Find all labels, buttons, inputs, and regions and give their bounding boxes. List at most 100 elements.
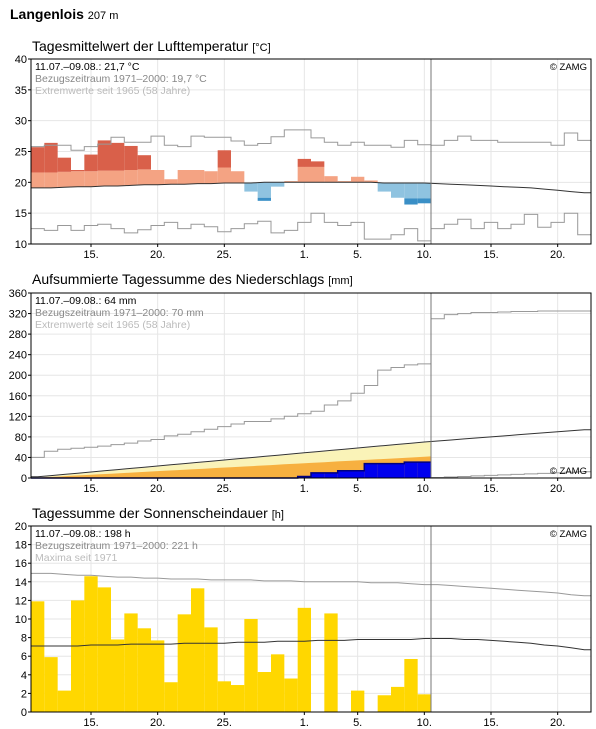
temperature-bar-low: [97, 170, 111, 187]
precipitation-x-tick-label: 5.: [353, 483, 362, 495]
temperature-info-line: Bezugszeitraum 1971–2000: 19,7 °C: [35, 73, 207, 85]
temperature-bar-low: [417, 182, 431, 199]
sunshine-bar: [351, 690, 365, 712]
temperature-x-tick-label: 20.: [150, 249, 165, 261]
sunshine-credit: © ZAMG: [550, 529, 587, 540]
temperature-panel: 10 15 20 25 30 35 40 15. 20. 25. 1. 5. 10. 15. 20. 11.0…: [15, 54, 592, 261]
sunshine-bar: [324, 613, 338, 712]
temperature-bar-low: [284, 181, 298, 183]
temperature-bar-low: [111, 170, 125, 187]
sunshine-y-tick-label: 16: [15, 558, 27, 570]
temperature-bar-low: [311, 166, 325, 183]
temperature-extreme-max-line: [31, 129, 591, 151]
sunshine-x-tick-label: 1.: [300, 717, 309, 729]
temperature-bar-low: [244, 182, 258, 192]
sunshine-bar: [97, 587, 111, 712]
precipitation-x-tick-label: 10.: [417, 483, 432, 495]
temperature-x-tick-label: 15.: [83, 249, 98, 261]
temperature-bar-high: [71, 170, 85, 172]
sunshine-bar: [137, 628, 151, 712]
temperature-unit: [°C]: [252, 42, 271, 54]
temperature-credit: © ZAMG: [550, 62, 587, 73]
precipitation-info-line: Bezugszeitraum 1971–2000: 70 mm: [35, 307, 204, 319]
precipitation-x-tick-label: 25.: [217, 483, 232, 495]
precipitation-plot-border: [30, 292, 592, 479]
sunshine-bar: [244, 619, 258, 712]
temperature-info-line: 11.07.–09.08.: 21,7 °C: [35, 61, 140, 73]
temperature-y-tick-label: 10: [15, 239, 27, 251]
sunshine-bar: [164, 682, 178, 712]
sunshine-x-tick-label: 20.: [150, 717, 165, 729]
precipitation-bar: [377, 463, 391, 478]
precipitation-extreme-max-line: [31, 310, 591, 458]
sunshine-y-tick-label: 8: [21, 633, 27, 645]
precipitation-y-tick-label: 80: [15, 432, 27, 444]
precipitation-credit: © ZAMG: [550, 466, 587, 477]
precipitation-climate-line: [31, 429, 591, 478]
precipitation-y-tick-label: 0: [21, 473, 27, 485]
sunshine-info-line: Maxima seit 1971: [35, 552, 117, 564]
precipitation-info-line: 11.07.–09.08.: 64 mm: [35, 295, 137, 307]
temperature-bar-high: [217, 150, 231, 168]
temperature-bar-low: [217, 167, 231, 183]
sunshine-y-tick-label: 14: [15, 577, 27, 589]
precipitation-x-tick-label: 1.: [300, 483, 309, 495]
precipitation-x-tick-label: 20.: [550, 483, 565, 495]
temperature-info-line: Extremwerte seit 1965 (58 Jahre): [35, 85, 190, 97]
station-header: Langenlois 207 m: [10, 6, 118, 22]
sunshine-plot-border: [30, 525, 592, 713]
precipitation-y-tick-label: 360: [9, 288, 27, 300]
sunshine-x-tick-label: 5.: [353, 717, 362, 729]
sunshine-y-tick-label: 10: [15, 614, 27, 626]
sunshine-y-tick-label: 18: [15, 540, 27, 552]
sunshine-x-tick-label: 25.: [217, 717, 232, 729]
temperature-bar-low: [271, 182, 285, 187]
temperature-bar-high: [124, 145, 138, 170]
precipitation-x-tick-label: 15.: [83, 483, 98, 495]
temperature-bar-low: [297, 166, 311, 183]
temperature-y-tick-label: 15: [15, 208, 27, 220]
station-altitude: 207 m: [87, 10, 119, 22]
sunshine-bar: [31, 601, 45, 712]
temperature-title: Tagesmittelwert der Lufttemperatur [°C]: [32, 38, 271, 54]
sunshine-title-text: Tagessumme der Sonnenscheindauer: [32, 505, 268, 521]
temperature-bar-low: [84, 171, 98, 187]
sunshine-bar: [297, 607, 311, 712]
sunshine-y-tick-label: 0: [21, 707, 27, 719]
sunshine-unit: [h]: [271, 509, 284, 521]
sunshine-bar: [271, 654, 285, 712]
temperature-bar-low: [257, 182, 271, 198]
sunshine-title: Tagessumme der Sonnenscheindauer [h]: [32, 505, 284, 521]
precipitation-x-tick-label: 15.: [483, 483, 498, 495]
temperature-bar-low: [44, 172, 58, 188]
temperature-bar-high: [297, 158, 311, 167]
sunshine-y-tick-label: 2: [21, 688, 27, 700]
precipitation-x-tick-label: 20.: [150, 483, 165, 495]
sunshine-bar: [391, 686, 405, 712]
sunshine-bar: [231, 685, 245, 712]
sunshine-bar: [284, 678, 298, 712]
sunshine-bar: [377, 695, 391, 712]
sunshine-bar: [417, 694, 431, 712]
precipitation-info-line: Extremwerte seit 1965 (58 Jahre): [35, 319, 190, 331]
precipitation-y-tick-label: 240: [9, 350, 27, 362]
sunshine-bar: [84, 576, 98, 712]
sunshine-x-tick-label: 20.: [550, 717, 565, 729]
precipitation-unit: [mm]: [328, 275, 353, 287]
temperature-y-tick-label: 35: [15, 85, 27, 97]
temperature-y-tick-label: 25: [15, 147, 27, 159]
temperature-bar-high: [111, 142, 125, 171]
temperature-plot-border: [30, 58, 592, 245]
sunshine-y-tick-label: 4: [21, 670, 27, 682]
precipitation-bar: [337, 470, 351, 478]
sunshine-x-tick-label: 15.: [483, 717, 498, 729]
temperature-x-tick-label: 5.: [353, 249, 362, 261]
precipitation-y-tick-label: 200: [9, 370, 27, 382]
sunshine-bar: [151, 640, 165, 712]
precipitation-bar: [311, 472, 325, 478]
sunshine-bar: [44, 657, 58, 712]
temperature-bar-low: [377, 182, 391, 192]
sunshine-bar: [204, 627, 218, 712]
sunshine-panel: 0 2 4 6 8 10 12 14 16 18 20 15. 20. 25. 1. 5. 10. 15. 20. 1…: [15, 521, 592, 729]
